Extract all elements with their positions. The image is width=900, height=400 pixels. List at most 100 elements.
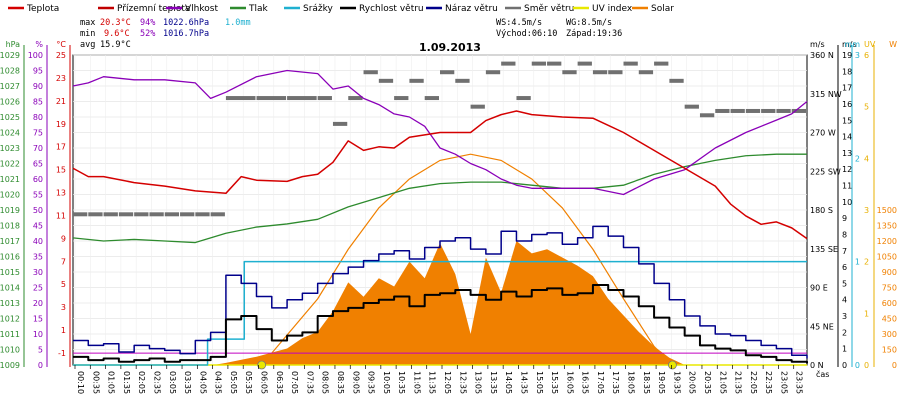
- x-tick-label: 19:35: [672, 371, 681, 394]
- legend-label-feels: Přízemní teplota: [117, 4, 190, 14]
- axes: 00:10 00:35 01:05 01:35 02:05 02:35 03:05 03:35…: [0, 40, 897, 394]
- temperature-line: [72, 110, 808, 240]
- hpa-axis-tick: 1022: [0, 160, 20, 169]
- wind-dir-mark: [608, 70, 623, 75]
- x-tick-label: 13:05: [474, 371, 483, 394]
- wind-dir-mark: [547, 61, 562, 66]
- ms-axis-tick: 2: [842, 328, 847, 337]
- wind-dir-mark: [134, 212, 149, 217]
- w-axis-unit: W: [889, 40, 897, 49]
- wind-speed-info: WS:4.5m/s: [496, 18, 542, 28]
- ms-axis-tick: 10: [842, 198, 852, 207]
- wind-dir-mark: [669, 78, 684, 83]
- x-tick-label: 00:10: [76, 371, 85, 394]
- hpa-axis-tick: 1025: [0, 113, 20, 122]
- wind-dir-mark: [485, 70, 501, 75]
- wind-dir-mark: [776, 108, 791, 113]
- wind-dir-mark: [103, 212, 118, 217]
- temp-axis-tick: 7: [61, 257, 66, 266]
- wind-dir-mark: [715, 108, 730, 113]
- hpa-axis-tick: 1019: [0, 206, 20, 215]
- wind-info: WS:4.5m/s WG:8.5m/s Východ:06:10 Západ:1…: [496, 18, 622, 39]
- sunrise-info: Východ:06:10: [496, 29, 557, 39]
- hpa-axis-tick: 1009: [0, 361, 20, 370]
- uv-axis-tick: 1: [864, 309, 869, 318]
- hpa-axis-tick: 1027: [0, 82, 20, 91]
- ms-axis-tick: 14: [842, 133, 852, 142]
- temp-axis-tick: 21: [56, 97, 66, 106]
- pct-axis-tick: 90: [33, 82, 43, 91]
- x-tick-label: 16:05: [565, 371, 574, 394]
- x-tick-label: 02:05: [137, 371, 146, 394]
- uv-axis-tick: 5: [864, 103, 869, 112]
- wind-dir-mark: [225, 96, 256, 101]
- pct-axis-tick: 60: [33, 175, 43, 184]
- ms-axis-tick: 4: [842, 296, 847, 305]
- dir-axis-tick: 45 NE: [810, 322, 834, 331]
- plot-area: [72, 54, 808, 370]
- ms-axis-tick: 0: [842, 361, 847, 370]
- hpa-axis-tick: 1023: [0, 144, 20, 153]
- pct-axis-tick: 0: [38, 361, 43, 370]
- x-tick-label: 02:35: [152, 371, 161, 394]
- wind-speed-line: [73, 284, 808, 364]
- x-tick-label: 22:35: [764, 371, 773, 394]
- legend-label-wg: Náraz větru: [445, 4, 498, 14]
- wind-dir-mark: [256, 96, 287, 101]
- x-tick-label: 14:05: [504, 371, 513, 394]
- stat-max-label: max: [80, 18, 95, 28]
- wind-dir-mark: [164, 212, 180, 217]
- x-tick-label: 21:05: [718, 371, 727, 394]
- hpa-axis-tick: 1011: [0, 330, 20, 339]
- solar-area: [213, 241, 685, 365]
- stats-block: max 20.3°C 94% 1022.6hPa 1.0mm min 9.6°C…: [80, 18, 251, 50]
- hpa-axis-unit: hPa: [6, 40, 21, 49]
- legend-label-temp: Teplota: [26, 4, 59, 14]
- w-axis-tick: 450: [882, 315, 897, 324]
- dir-axis-tick: 135 SE: [810, 245, 838, 254]
- uv-axis-tick: 6: [864, 51, 869, 60]
- w-axis-tick: 150: [882, 346, 897, 355]
- x-tick-label: 12:05: [443, 371, 452, 394]
- wind-gust-info: WG:8.5m/s: [566, 18, 612, 28]
- wind-dir-mark: [455, 78, 470, 83]
- x-tick-label: 16:35: [581, 371, 590, 394]
- pct-axis-tick: 30: [33, 268, 43, 277]
- dir-axis-tick: 0 N: [810, 361, 824, 370]
- dir-axis-tick: 270 W: [810, 129, 836, 138]
- wind-dir-mark: [378, 78, 394, 83]
- wind-dir-mark: [562, 70, 577, 75]
- ms-axis-tick: 3: [842, 312, 847, 321]
- wind-dir-mark: [577, 61, 592, 66]
- x-tick-label: 13:35: [489, 371, 498, 394]
- stat-max-hum: 94%: [140, 18, 155, 28]
- wind-dir-mark: [699, 113, 715, 118]
- x-tick-label: 07:35: [305, 371, 314, 394]
- ms-axis-tick: 1: [842, 345, 847, 354]
- temp-axis-tick: 5: [61, 280, 66, 289]
- uv-axis-tick: 4: [864, 154, 869, 163]
- hpa-axis-tick: 1014: [0, 284, 20, 293]
- w-axis-tick: 0: [892, 361, 897, 370]
- wind-dir-mark: [761, 108, 776, 113]
- x-tick-label: 10:05: [382, 371, 391, 394]
- wind-dir-mark: [470, 104, 485, 109]
- pct-axis-tick: 20: [33, 299, 43, 308]
- x-tick-label: 22:05: [749, 371, 758, 394]
- x-tick-label: 06:05: [260, 371, 269, 394]
- legend-label-hum: Vlhkost: [185, 4, 218, 14]
- x-tick-label: 05:35: [244, 371, 253, 394]
- ms-axis-tick: 8: [842, 230, 847, 239]
- pct-axis-tick: 15: [33, 315, 43, 324]
- x-tick-label: 14:35: [519, 371, 528, 394]
- stat-min-hum: 52%: [140, 29, 155, 39]
- sunset-marker: [668, 360, 677, 370]
- temp-axis-tick: 23: [56, 74, 66, 83]
- stat-avg-temp: 15.9°C: [100, 40, 131, 50]
- uv-axis-unit: UV: [864, 40, 876, 49]
- wind-dir-mark: [684, 104, 699, 109]
- wind-dir-mark: [592, 70, 608, 75]
- w-axis-tick: 1200: [877, 237, 897, 246]
- x-tick-label: 00:35: [91, 371, 100, 394]
